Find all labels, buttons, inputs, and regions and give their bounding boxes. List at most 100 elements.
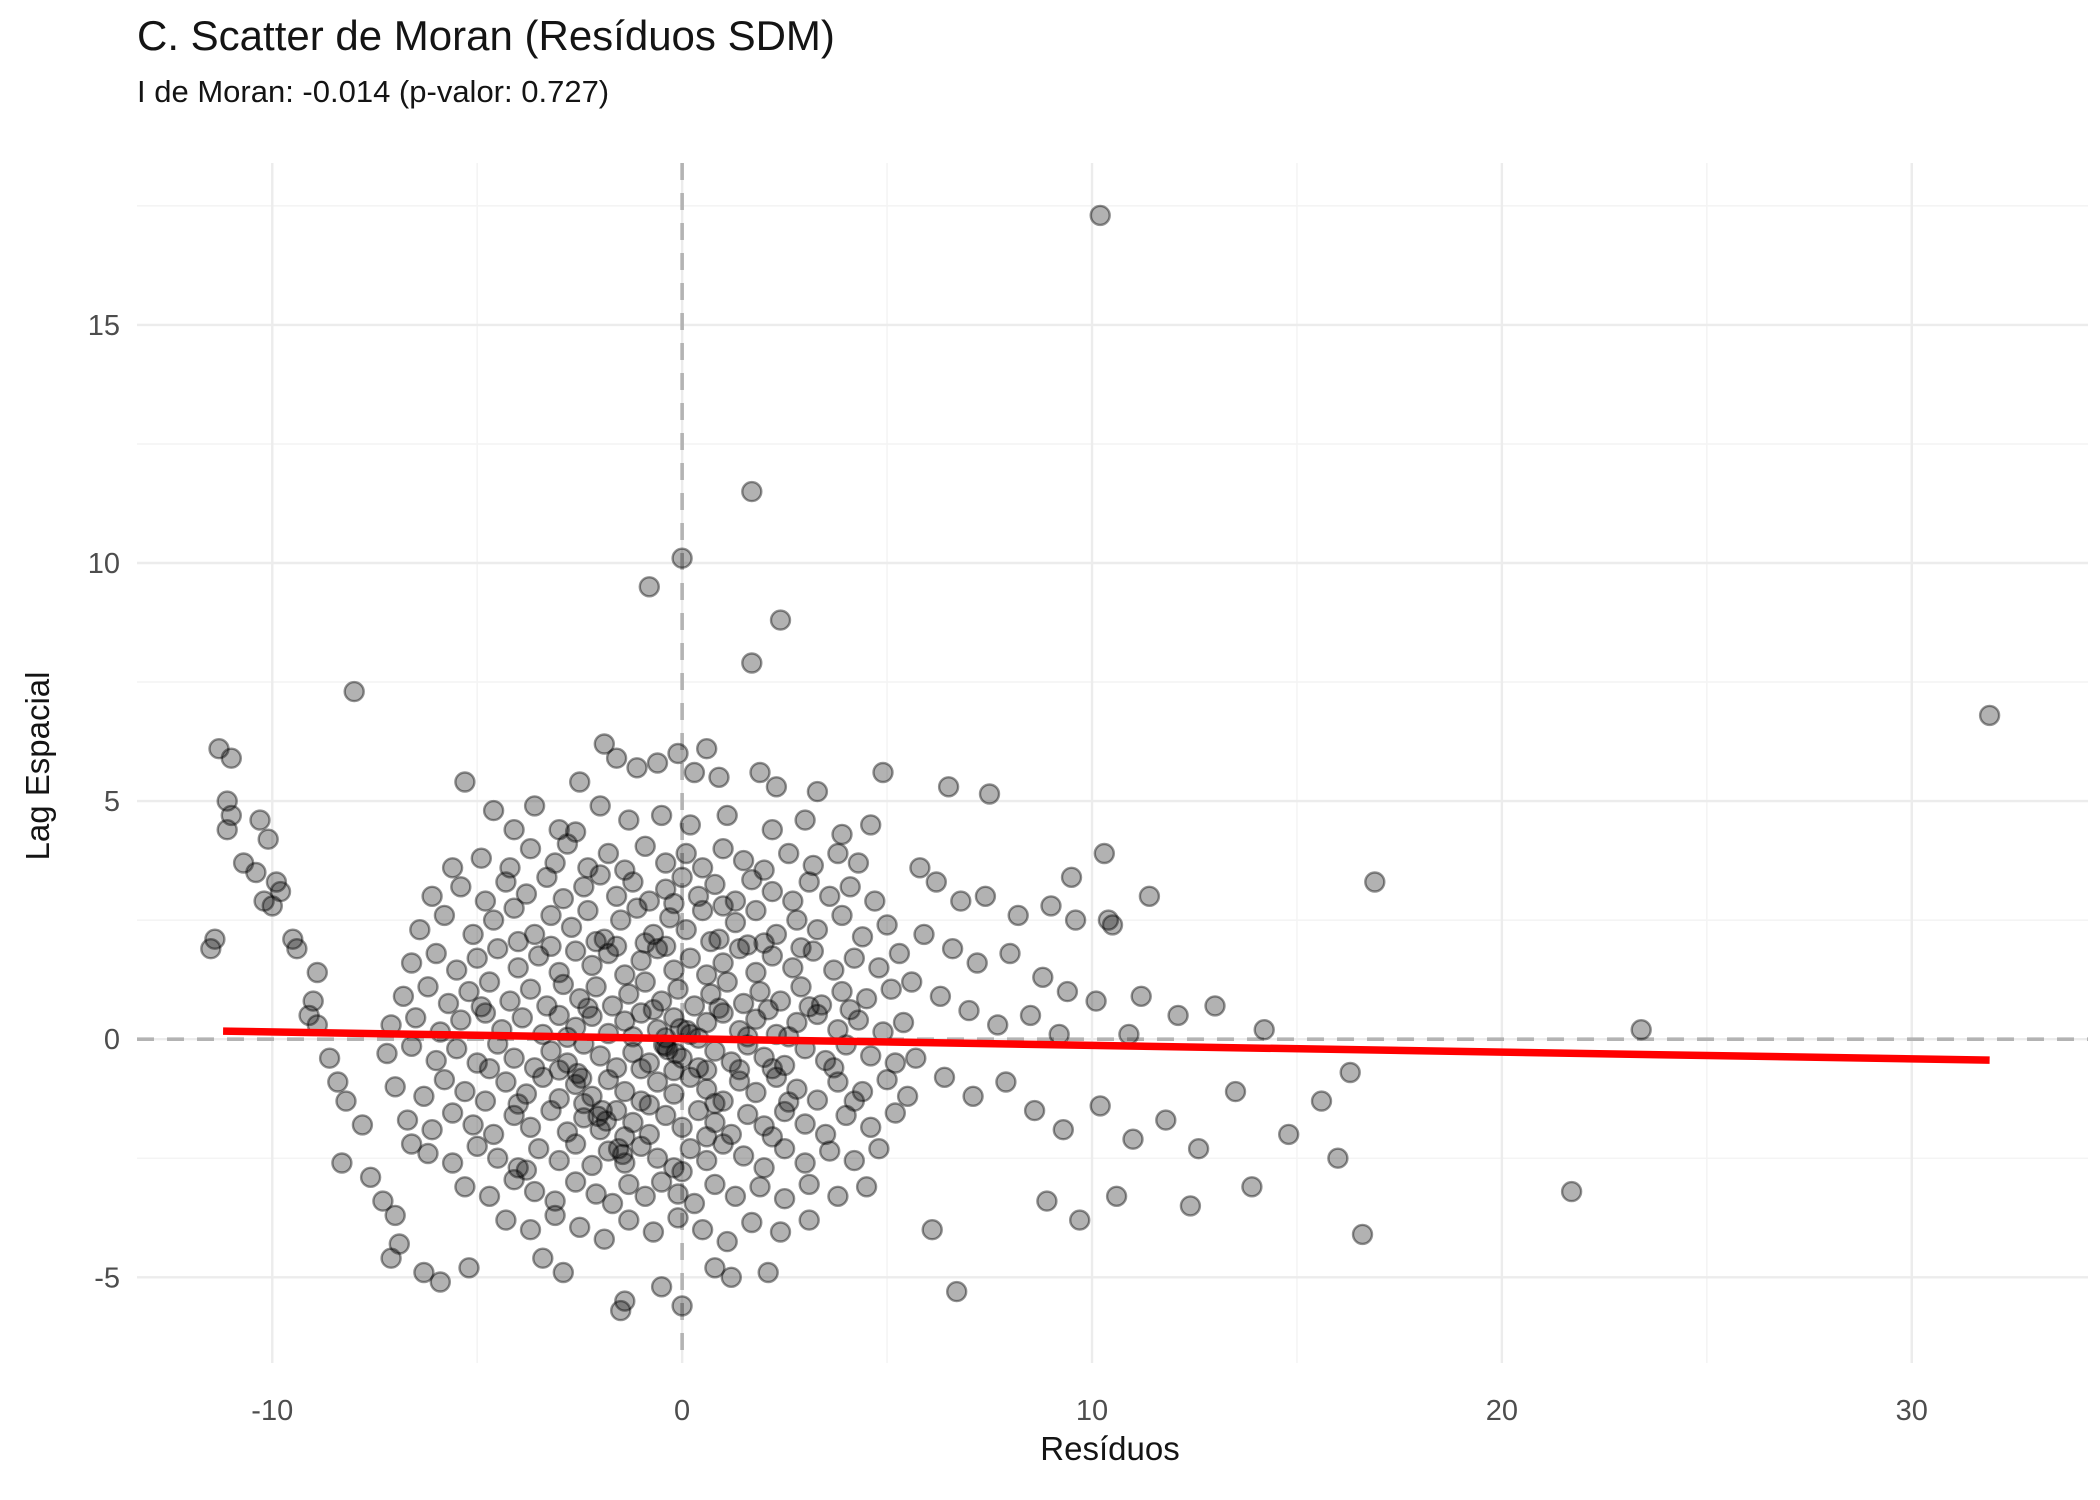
data-point (671, 1116, 693, 1139)
data-point (663, 1157, 685, 1179)
data-point (601, 995, 624, 1017)
data-point (618, 983, 640, 1005)
data-point (704, 873, 726, 896)
data-point (478, 971, 501, 993)
data-point (749, 761, 771, 784)
data-point (1052, 1118, 1075, 1141)
data-point (433, 1068, 456, 1091)
data-point (765, 776, 788, 798)
data-point (1105, 1185, 1128, 1208)
data-point (503, 1104, 525, 1127)
data-point (671, 547, 693, 569)
data-point (425, 1049, 447, 1072)
data-point (261, 895, 283, 917)
data-point (909, 857, 931, 879)
data-point (605, 885, 628, 907)
data-point (741, 652, 763, 674)
data-point (298, 1004, 320, 1027)
data-point (1085, 990, 1107, 1012)
y-tick-label: -5 (94, 1262, 120, 1294)
data-point (691, 1218, 714, 1241)
data-point (700, 983, 722, 1005)
data-point (773, 1137, 796, 1160)
data-point (638, 576, 660, 598)
data-point (769, 609, 792, 631)
data-point (925, 871, 947, 893)
data-point (929, 985, 952, 1007)
data-point (892, 1011, 915, 1034)
data-point (1101, 914, 1124, 936)
data-point (523, 923, 546, 946)
data-point (564, 1133, 587, 1155)
data-point (1023, 1099, 1046, 1122)
data-point (597, 1140, 620, 1162)
data-point (806, 780, 829, 803)
data-point (577, 857, 599, 879)
data-point (851, 1080, 874, 1103)
data-point (1064, 909, 1087, 931)
data-point (597, 942, 620, 965)
grid-major (137, 163, 2088, 1363)
data-point (503, 897, 525, 919)
data-point (1253, 1018, 1275, 1041)
data-point (220, 804, 243, 827)
data-point (507, 1093, 529, 1115)
x-tick-label: 30 (1896, 1395, 1928, 1427)
data-point (571, 1067, 593, 1089)
data-point (282, 928, 304, 950)
data-point (634, 971, 656, 993)
data-point (417, 1142, 439, 1165)
data-point (831, 823, 853, 846)
data-point (470, 847, 492, 869)
data-point (667, 742, 689, 765)
data-point (679, 947, 701, 969)
data-point (552, 888, 574, 910)
data-point (591, 1099, 613, 1122)
data-point (716, 804, 738, 827)
data-point (712, 895, 734, 917)
data-point (638, 1123, 660, 1146)
data-point (691, 857, 714, 879)
data-point (601, 1192, 624, 1215)
data-point (564, 940, 587, 962)
data-point (528, 1137, 550, 1160)
data-point (786, 1011, 808, 1034)
data-point (966, 952, 988, 974)
data-point (827, 842, 849, 865)
data-point (548, 1059, 570, 1081)
data-point (433, 904, 456, 927)
data-point (265, 871, 288, 893)
data-point (380, 1247, 402, 1269)
data-point (302, 990, 324, 1012)
data-point (860, 1116, 882, 1139)
data-point (1138, 885, 1161, 907)
x-axis-title: Resíduos (1040, 1430, 1180, 1467)
data-point (851, 926, 874, 948)
data-point (745, 961, 767, 984)
data-point (933, 1066, 956, 1089)
data-point (806, 1003, 829, 1026)
data-point (499, 990, 521, 1012)
data-point (515, 1159, 538, 1181)
data-point (696, 738, 718, 760)
data-point (487, 938, 509, 960)
data-point (757, 999, 779, 1021)
data-point (806, 919, 829, 941)
data-point (732, 992, 755, 1015)
data-point (343, 680, 365, 703)
data-point (1036, 1190, 1058, 1212)
data-point (667, 1183, 689, 1205)
data-point (507, 1157, 529, 1179)
data-point (634, 932, 656, 954)
data-point (659, 907, 681, 929)
data-point (466, 1052, 488, 1074)
data-point (888, 942, 911, 965)
data-point (741, 869, 763, 891)
data-point (462, 923, 484, 946)
data-point (626, 757, 648, 779)
data-point (732, 849, 755, 872)
reference-lines (137, 163, 2088, 1363)
data-point (753, 932, 775, 954)
data-point (737, 1103, 759, 1126)
data-point (999, 942, 1021, 965)
